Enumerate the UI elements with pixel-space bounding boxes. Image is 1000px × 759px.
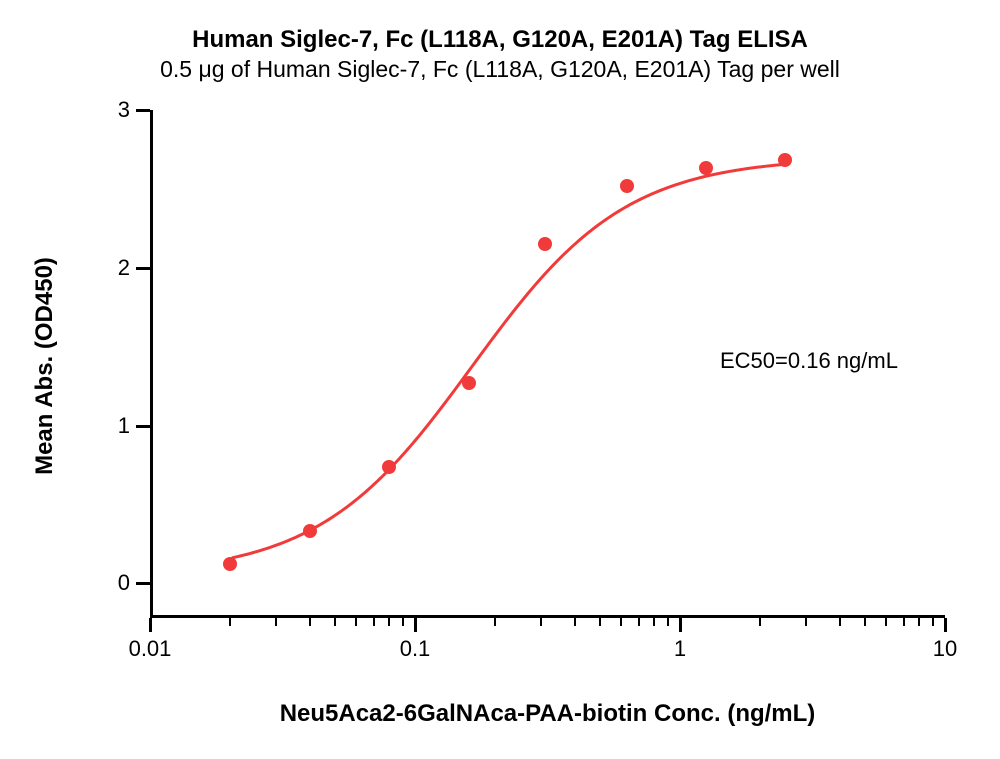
x-tick-minor: [309, 618, 311, 626]
y-axis-label: Mean Abs. (OD450): [31, 112, 59, 620]
x-tick-label: 0.1: [375, 636, 455, 662]
y-tick: [136, 425, 150, 428]
x-tick-label: 0.01: [110, 636, 190, 662]
x-tick-minor: [355, 618, 357, 626]
x-tick-minor: [932, 618, 934, 626]
fit-curve: [233, 164, 789, 558]
x-tick-major: [149, 618, 152, 632]
x-tick-minor: [540, 618, 542, 626]
x-tick-minor: [373, 618, 375, 626]
x-tick-minor: [229, 618, 231, 626]
x-tick-minor: [574, 618, 576, 626]
x-axis-label: Neu5Aca2-6GalNAca-PAA-biotin Conc. (ng/m…: [48, 700, 1000, 728]
x-tick-minor: [864, 618, 866, 626]
x-tick-minor: [620, 618, 622, 626]
x-tick-major: [944, 618, 947, 632]
x-tick-label: 10: [905, 636, 985, 662]
y-tick-label: 2: [90, 255, 130, 281]
x-tick-minor: [759, 618, 761, 626]
x-tick-minor: [388, 618, 390, 626]
x-tick-minor: [599, 618, 601, 626]
y-tick-label: 1: [90, 413, 130, 439]
y-tick: [136, 267, 150, 270]
y-tick-label: 0: [90, 570, 130, 596]
x-tick-minor: [903, 618, 905, 626]
x-tick-minor: [275, 618, 277, 626]
x-tick-minor: [494, 618, 496, 626]
x-tick-minor: [334, 618, 336, 626]
x-tick-major: [679, 618, 682, 632]
data-point: [303, 524, 317, 538]
y-tick: [136, 109, 150, 112]
chart-title: Human Siglec-7, Fc (L118A, G120A, E201A)…: [0, 26, 1000, 54]
x-tick-minor: [839, 618, 841, 626]
ec50-annotation: EC50=0.16 ng/mL: [720, 348, 898, 374]
data-point: [620, 179, 634, 193]
data-point: [778, 153, 792, 167]
data-point: [382, 460, 396, 474]
chart-subtitle: 0.5 μg of Human Siglec-7, Fc (L118A, G12…: [0, 56, 1000, 83]
data-point: [223, 557, 237, 571]
x-tick-minor: [638, 618, 640, 626]
x-tick-minor: [918, 618, 920, 626]
x-tick-label: 1: [640, 636, 720, 662]
y-tick: [136, 582, 150, 585]
x-tick-minor: [667, 618, 669, 626]
data-point: [462, 376, 476, 390]
data-point: [538, 237, 552, 251]
x-tick-minor: [653, 618, 655, 626]
chart-canvas: Human Siglec-7, Fc (L118A, G120A, E201A)…: [0, 0, 1000, 759]
y-tick-label: 3: [90, 97, 130, 123]
x-tick-minor: [402, 618, 404, 626]
x-tick-minor: [885, 618, 887, 626]
data-point: [699, 161, 713, 175]
x-tick-minor: [805, 618, 807, 626]
x-tick-major: [414, 618, 417, 632]
